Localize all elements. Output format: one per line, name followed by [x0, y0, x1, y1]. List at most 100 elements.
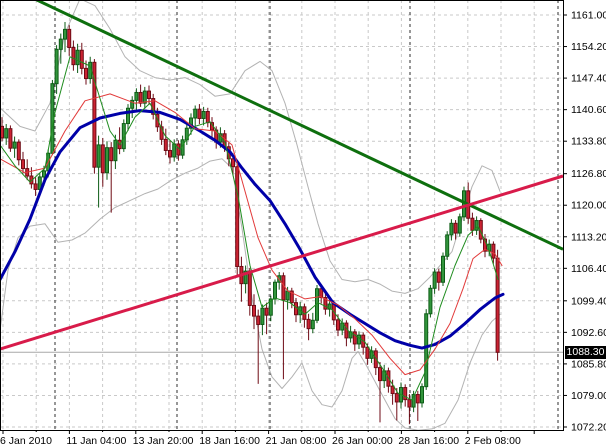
candle[interactable] [424, 313, 429, 388]
candle[interactable] [411, 394, 416, 408]
candle[interactable] [42, 170, 46, 178]
candle[interactable] [453, 222, 458, 234]
candle[interactable] [474, 220, 479, 231]
candle[interactable] [281, 275, 286, 301]
candle[interactable] [491, 243, 496, 259]
candle[interactable] [256, 315, 261, 325]
ascending-support-trendline[interactable] [0, 174, 563, 351]
candle[interactable] [21, 159, 25, 170]
candle[interactable] [323, 297, 328, 310]
candle[interactable] [289, 290, 294, 304]
candle[interactable] [155, 113, 160, 128]
candle[interactable] [352, 331, 357, 345]
candle[interactable] [264, 307, 269, 316]
candle[interactable] [4, 128, 9, 139]
candle[interactable] [390, 385, 395, 395]
candle[interactable] [470, 217, 475, 231]
candle[interactable] [193, 108, 198, 119]
candle[interactable] [142, 90, 147, 104]
candle[interactable] [310, 319, 315, 330]
candle[interactable] [441, 255, 445, 283]
candle[interactable] [415, 394, 420, 404]
candle[interactable] [260, 307, 265, 325]
candle[interactable] [113, 139, 118, 162]
candle[interactable] [163, 138, 168, 151]
candle[interactable] [75, 49, 80, 66]
candle[interactable] [134, 91, 139, 101]
x-axis-label: 26 Jan 00:00 [332, 435, 393, 447]
moving-averages-layer [0, 56, 505, 401]
candle[interactable] [79, 49, 84, 69]
candle[interactable] [126, 107, 130, 125]
candle[interactable] [394, 393, 399, 403]
candle[interactable] [8, 128, 13, 149]
candle[interactable] [54, 48, 59, 85]
candle[interactable] [100, 144, 105, 174]
candle[interactable] [235, 166, 240, 267]
candle[interactable] [483, 238, 487, 252]
candle[interactable] [159, 126, 164, 140]
candle[interactable] [197, 108, 202, 119]
candle[interactable] [243, 270, 248, 285]
candle[interactable] [33, 183, 38, 190]
y-axis-label: 1133.80 [571, 136, 606, 148]
candle[interactable] [58, 38, 63, 50]
candle[interactable] [109, 147, 114, 162]
y-axis[interactable]: 1161.00 1154.20 1147.40 1140.60 1133.80 1126.… [563, 10, 606, 434]
candle[interactable] [67, 28, 72, 48]
ma-fast-green-line [0, 56, 499, 401]
x-axis-label: 11 Jan 04:00 [66, 435, 126, 447]
candle[interactable] [147, 90, 151, 100]
y-axis-label: 1106.40 [571, 263, 606, 275]
candle[interactable] [428, 287, 433, 315]
candle[interactable] [84, 67, 88, 80]
candle[interactable] [285, 290, 290, 301]
candle[interactable] [138, 91, 143, 104]
candle[interactable] [189, 117, 193, 129]
candles-layer[interactable] [0, 21, 500, 425]
candle[interactable] [252, 304, 256, 317]
candle[interactable] [436, 271, 441, 283]
candle[interactable] [16, 141, 21, 161]
candle[interactable] [273, 281, 277, 300]
candle[interactable] [445, 234, 450, 257]
candle[interactable] [457, 216, 462, 234]
candle[interactable] [130, 99, 135, 109]
candle[interactable] [201, 111, 206, 119]
candle[interactable] [247, 270, 252, 306]
candle[interactable] [327, 303, 332, 310]
trendlines-layer[interactable] [0, 0, 563, 351]
candle[interactable] [365, 346, 370, 359]
candle[interactable] [168, 149, 172, 158]
candle[interactable] [205, 111, 210, 124]
x-axis-label: 18 Jan 16:00 [199, 435, 260, 447]
candle[interactable] [407, 399, 412, 408]
candle[interactable] [71, 46, 76, 66]
candle[interactable] [63, 28, 67, 40]
x-axis-label: 2 Feb 08:00 [465, 435, 521, 447]
candle[interactable] [373, 350, 378, 369]
y-axis-label: 1140.60 [571, 104, 606, 116]
candle[interactable] [495, 257, 500, 353]
candle[interactable] [336, 319, 340, 331]
y-axis-label: 1147.40 [571, 73, 606, 85]
candle[interactable] [268, 298, 273, 316]
candle[interactable] [432, 271, 437, 289]
candle[interactable] [92, 61, 97, 168]
candle[interactable] [357, 334, 361, 345]
candle[interactable] [449, 222, 454, 236]
candle[interactable] [378, 367, 382, 382]
candle[interactable] [403, 387, 408, 401]
bollinger-upper-line [0, 0, 501, 294]
candle[interactable] [96, 144, 101, 168]
candle[interactable] [12, 141, 17, 149]
candle[interactable] [420, 386, 424, 404]
candle[interactable] [105, 147, 109, 174]
candle[interactable] [306, 318, 311, 330]
candle[interactable] [231, 158, 235, 168]
x-axis[interactable]: 6 Jan 2010 11 Jan 04:00 13 Jan 20:00 18 Jan… [0, 430, 535, 447]
candle[interactable] [172, 143, 177, 158]
